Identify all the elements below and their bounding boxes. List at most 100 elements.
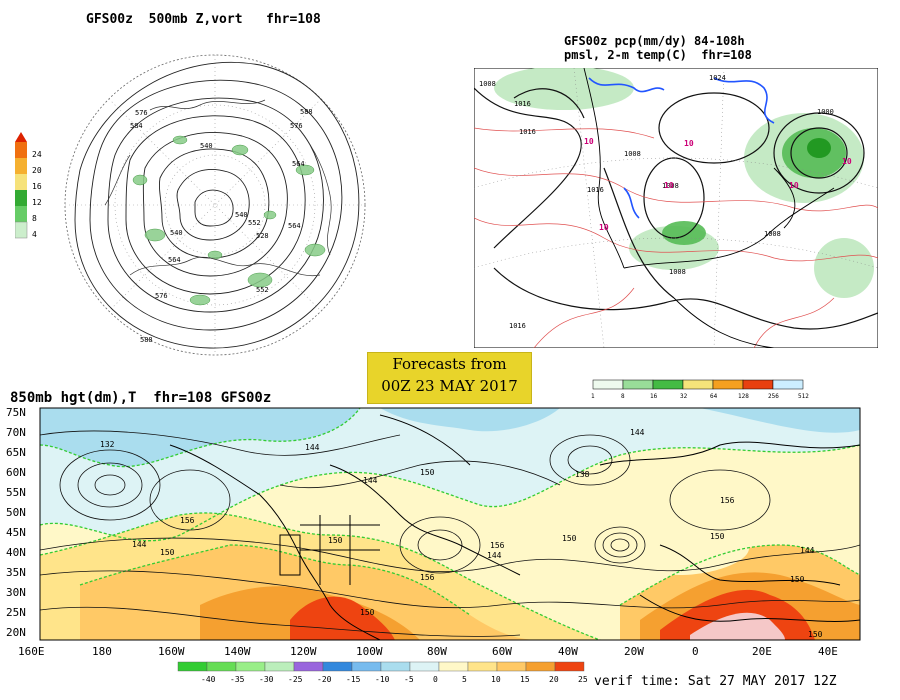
precip-map: 1008 1016 1024 1016 1008 1008 1016 1008 …: [474, 68, 878, 348]
z500-label-5: 588: [300, 108, 313, 116]
temp-tick: 10: [491, 675, 501, 684]
vort-tick-16: 16: [32, 182, 42, 191]
z500-label-10: 576: [155, 292, 168, 300]
pmsl-label-9: 1016: [509, 322, 526, 330]
pmsl-label-8: 1008: [669, 268, 686, 276]
z500-label-14: 552: [256, 286, 269, 294]
z850-label-3: 150: [420, 468, 435, 477]
z500-label-15: 540: [235, 211, 248, 219]
vort-colorbar: 24 20 16 12 8 4: [15, 132, 42, 239]
temp-tick: -20: [317, 675, 332, 684]
z850-label-13: 150: [710, 532, 725, 541]
z850-label-14: 144: [800, 546, 815, 555]
z500-label-6: 576: [290, 122, 303, 130]
temp-tick: -40: [201, 675, 216, 684]
banner-line1: Forecasts from: [392, 355, 507, 373]
polar-map-500mb: 576 584 540 564 588 576 540 552 564 576 …: [64, 54, 366, 356]
panel-850mb-title: 850mb hgt(dm),T fhr=108 GFS00z: [10, 390, 272, 406]
z500-label-4: 564: [292, 160, 305, 168]
z850-label-18: 156: [420, 573, 435, 582]
lat-label-20n: 20N: [6, 626, 26, 639]
temp-swatch: [496, 661, 527, 672]
lon-label-160w: 160W: [158, 645, 185, 658]
z850-label-4: 144: [363, 476, 378, 485]
lat-label-30n: 30N: [6, 586, 26, 599]
z500-label-12: 564: [288, 222, 301, 230]
verif-time: verif time: Sat 27 MAY 2017 12Z: [594, 674, 837, 689]
z850-label-11: 150: [562, 534, 577, 543]
z850-label-20: 150: [808, 630, 823, 639]
pmsl-label-4: 1016: [519, 128, 536, 136]
pmsl-label-10: 1000: [817, 108, 834, 116]
lon-label-80w: 80W: [427, 645, 447, 658]
panel-precip-title-line1: GFS00z pcp(mm/dy) 84-108h: [564, 34, 745, 48]
temp-tick: -10: [375, 675, 390, 684]
lat-label-75n: 75N: [6, 406, 26, 419]
temp-swatch: [293, 661, 324, 672]
lat-label-50n: 50N: [6, 506, 26, 519]
pmsl-label-1: 1008: [479, 80, 496, 88]
z500-label-8: 552: [248, 219, 261, 227]
lat-label-25n: 25N: [6, 606, 26, 619]
lon-label-120w: 120W: [290, 645, 317, 658]
pmsl-label-5: 1008: [662, 182, 679, 190]
pcp-tick-8: 8: [621, 393, 625, 400]
z850-label-16: 156: [720, 496, 735, 505]
temp-swatch: [380, 661, 411, 672]
z850-label-10: 138: [575, 470, 590, 479]
temp-tick: 0: [433, 675, 438, 684]
z850-label-8: 150: [160, 548, 175, 557]
temp-tick: -15: [346, 675, 361, 684]
pmsl-label-7: 1016: [587, 186, 604, 194]
t2m-label-4: 10: [789, 181, 799, 190]
temp-tick: 5: [462, 675, 467, 684]
temp-swatch: [409, 661, 440, 672]
lon-label-40w: 40W: [558, 645, 578, 658]
temp-tick: -35: [230, 675, 245, 684]
temp-tick: -25: [288, 675, 303, 684]
z850-label-19: 144: [630, 428, 645, 437]
lat-label-65n: 65N: [6, 446, 26, 459]
z500-label-1: 576: [135, 109, 148, 117]
z850-label-5: 150: [328, 536, 343, 545]
lon-label-100w: 100W: [356, 645, 383, 658]
pcp-tick-1: 1: [591, 393, 595, 400]
map-850mb: 75N 70N 65N 60N 55N 50N 45N 40N 35N 30N …: [6, 406, 861, 658]
temp-tick: 20: [549, 675, 559, 684]
lon-label-40e: 40E: [818, 645, 838, 658]
z850-label-2: 144: [305, 443, 320, 452]
pmsl-label-6: 1008: [624, 150, 641, 158]
panel-precip-title-line2: pmsl, 2-m temp(C) fhr=108: [564, 48, 752, 62]
vort-tick-24: 24: [32, 150, 42, 159]
z500-label-2: 584: [130, 122, 143, 130]
t2m-label-5: 10: [599, 223, 609, 232]
temp-swatch: [206, 661, 237, 672]
temp-swatch: [525, 661, 556, 672]
lon-label-20w: 20W: [624, 645, 644, 658]
temp-tick: -30: [259, 675, 274, 684]
pcp-tick-32: 32: [680, 393, 688, 400]
lat-label-60n: 60N: [6, 466, 26, 479]
t2m-label-2: 10: [684, 139, 694, 148]
pmsl-label-3: 1024: [709, 74, 726, 82]
pmsl-label-11: 1008: [764, 230, 781, 238]
z850-label-9: 144: [487, 551, 502, 560]
vort-tick-4: 4: [32, 230, 37, 239]
banner-line2: 00Z 23 MAY 2017: [381, 377, 518, 395]
lon-label-180: 180: [92, 645, 112, 658]
lon-label-60w: 60W: [492, 645, 512, 658]
z850-label-1: 132: [100, 440, 115, 449]
precip-colorbar: 1 8 16 32 64 128 256 512: [591, 379, 809, 400]
temp-swatch: [322, 661, 353, 672]
z500-label-13: 528: [256, 232, 269, 240]
lat-label-35n: 35N: [6, 566, 26, 579]
temp-swatch: [438, 661, 469, 672]
z500-label-11: 588: [140, 336, 153, 344]
pcp-tick-128: 128: [738, 393, 749, 400]
lon-label-20e: 20E: [752, 645, 772, 658]
temp-swatch: [235, 661, 266, 672]
forecast-banner: Forecasts from 00Z 23 MAY 2017: [367, 352, 532, 404]
vort-tick-12: 12: [32, 198, 42, 207]
pcp-tick-512: 512: [798, 393, 809, 400]
vort-tick-8: 8: [32, 214, 37, 223]
